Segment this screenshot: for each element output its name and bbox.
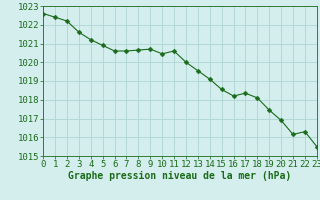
X-axis label: Graphe pression niveau de la mer (hPa): Graphe pression niveau de la mer (hPa): [68, 171, 292, 181]
